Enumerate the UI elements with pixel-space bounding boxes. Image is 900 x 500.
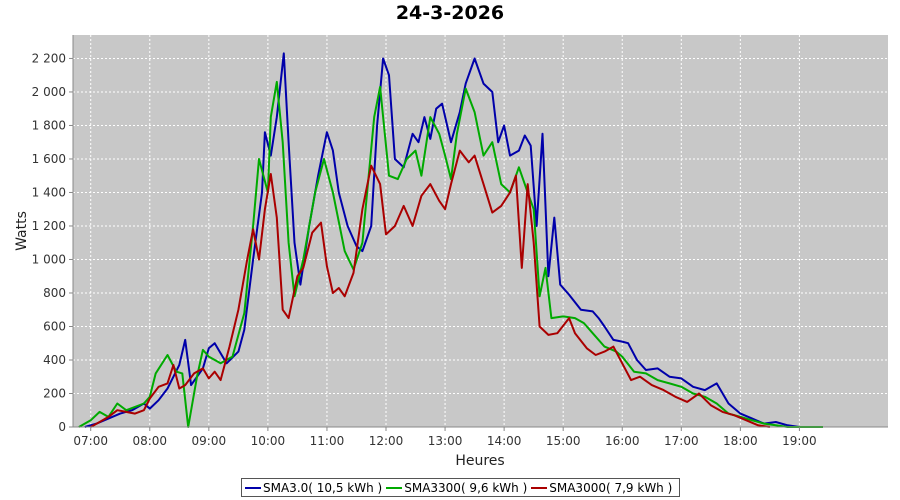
y-tick-label: 1 400 — [32, 185, 66, 199]
y-tick-label: 1 000 — [32, 252, 66, 266]
x-tick-label: 16:00 — [605, 434, 640, 448]
legend-label: SMA3300( 9,6 kWh ) — [404, 480, 528, 495]
y-tick-label: 0 — [58, 420, 66, 434]
x-tick-label: 08:00 — [132, 434, 167, 448]
y-tick-label: 2 000 — [32, 85, 66, 99]
x-tick-label: 11:00 — [310, 434, 345, 448]
x-tick-label: 10:00 — [251, 434, 286, 448]
x-tick-label: 13:00 — [428, 434, 463, 448]
series-line-1 — [84, 52, 800, 428]
x-axis-ticks: 07:00 08:00 09:00 10:00 11:00 12:00 13:00 14:00… — [73, 427, 817, 448]
legend-label: SMA3.0( 10,5 kWh ) — [263, 480, 383, 495]
x-tick-label: 12:00 — [369, 434, 404, 448]
x-tick-label: 19:00 — [782, 434, 817, 448]
legend-label: SMA3000( 7,9 kWh ) — [549, 480, 673, 495]
y-tick-label: 1 800 — [32, 118, 66, 132]
x-tick-label: 17:00 — [664, 434, 699, 448]
y-tick-label: 600 — [43, 319, 66, 333]
legend-item: SMA3000( 7,9 kWh ) — [531, 481, 672, 495]
legend-swatch — [386, 486, 403, 489]
legend-item: SMA3.0( 10,5 kWh ) — [245, 481, 382, 495]
x-tick-label: 07:00 — [73, 434, 108, 448]
x-axis-label: Heures — [455, 453, 504, 469]
y-tick-label: 200 — [43, 386, 66, 400]
y-tick-label: 2 200 — [32, 51, 66, 65]
y-tick-label: 800 — [43, 286, 66, 300]
y-tick-label: 1 200 — [32, 219, 66, 233]
x-tick-label: 14:00 — [487, 434, 522, 448]
chart-legend: SMA3.0( 10,5 kWh ) SMA3300( 9,6 kWh ) SMA3… — [241, 478, 681, 497]
y-tick-label: 1 600 — [32, 152, 66, 166]
x-tick-label: 18:00 — [723, 434, 758, 448]
legend-swatch — [531, 486, 548, 489]
plot-background — [73, 35, 888, 427]
x-tick-label: 15:00 — [546, 434, 581, 448]
x-tick-label: 09:00 — [192, 434, 227, 448]
series-line-2 — [78, 80, 823, 428]
series-lines — [78, 52, 823, 428]
series-line-3 — [90, 149, 771, 428]
chart-title: 24-3-2026 — [395, 2, 505, 24]
legend-swatch — [245, 486, 261, 489]
y-tick-label: 400 — [43, 353, 66, 367]
legend-item: SMA3300( 9,6 kWh ) — [386, 481, 527, 495]
y-axis-label: Watts — [14, 211, 30, 251]
y-axis-ticks: 0 200 400 600 800 1 000 1 200 1 400 1 600 1 800 2 … — [32, 51, 73, 434]
